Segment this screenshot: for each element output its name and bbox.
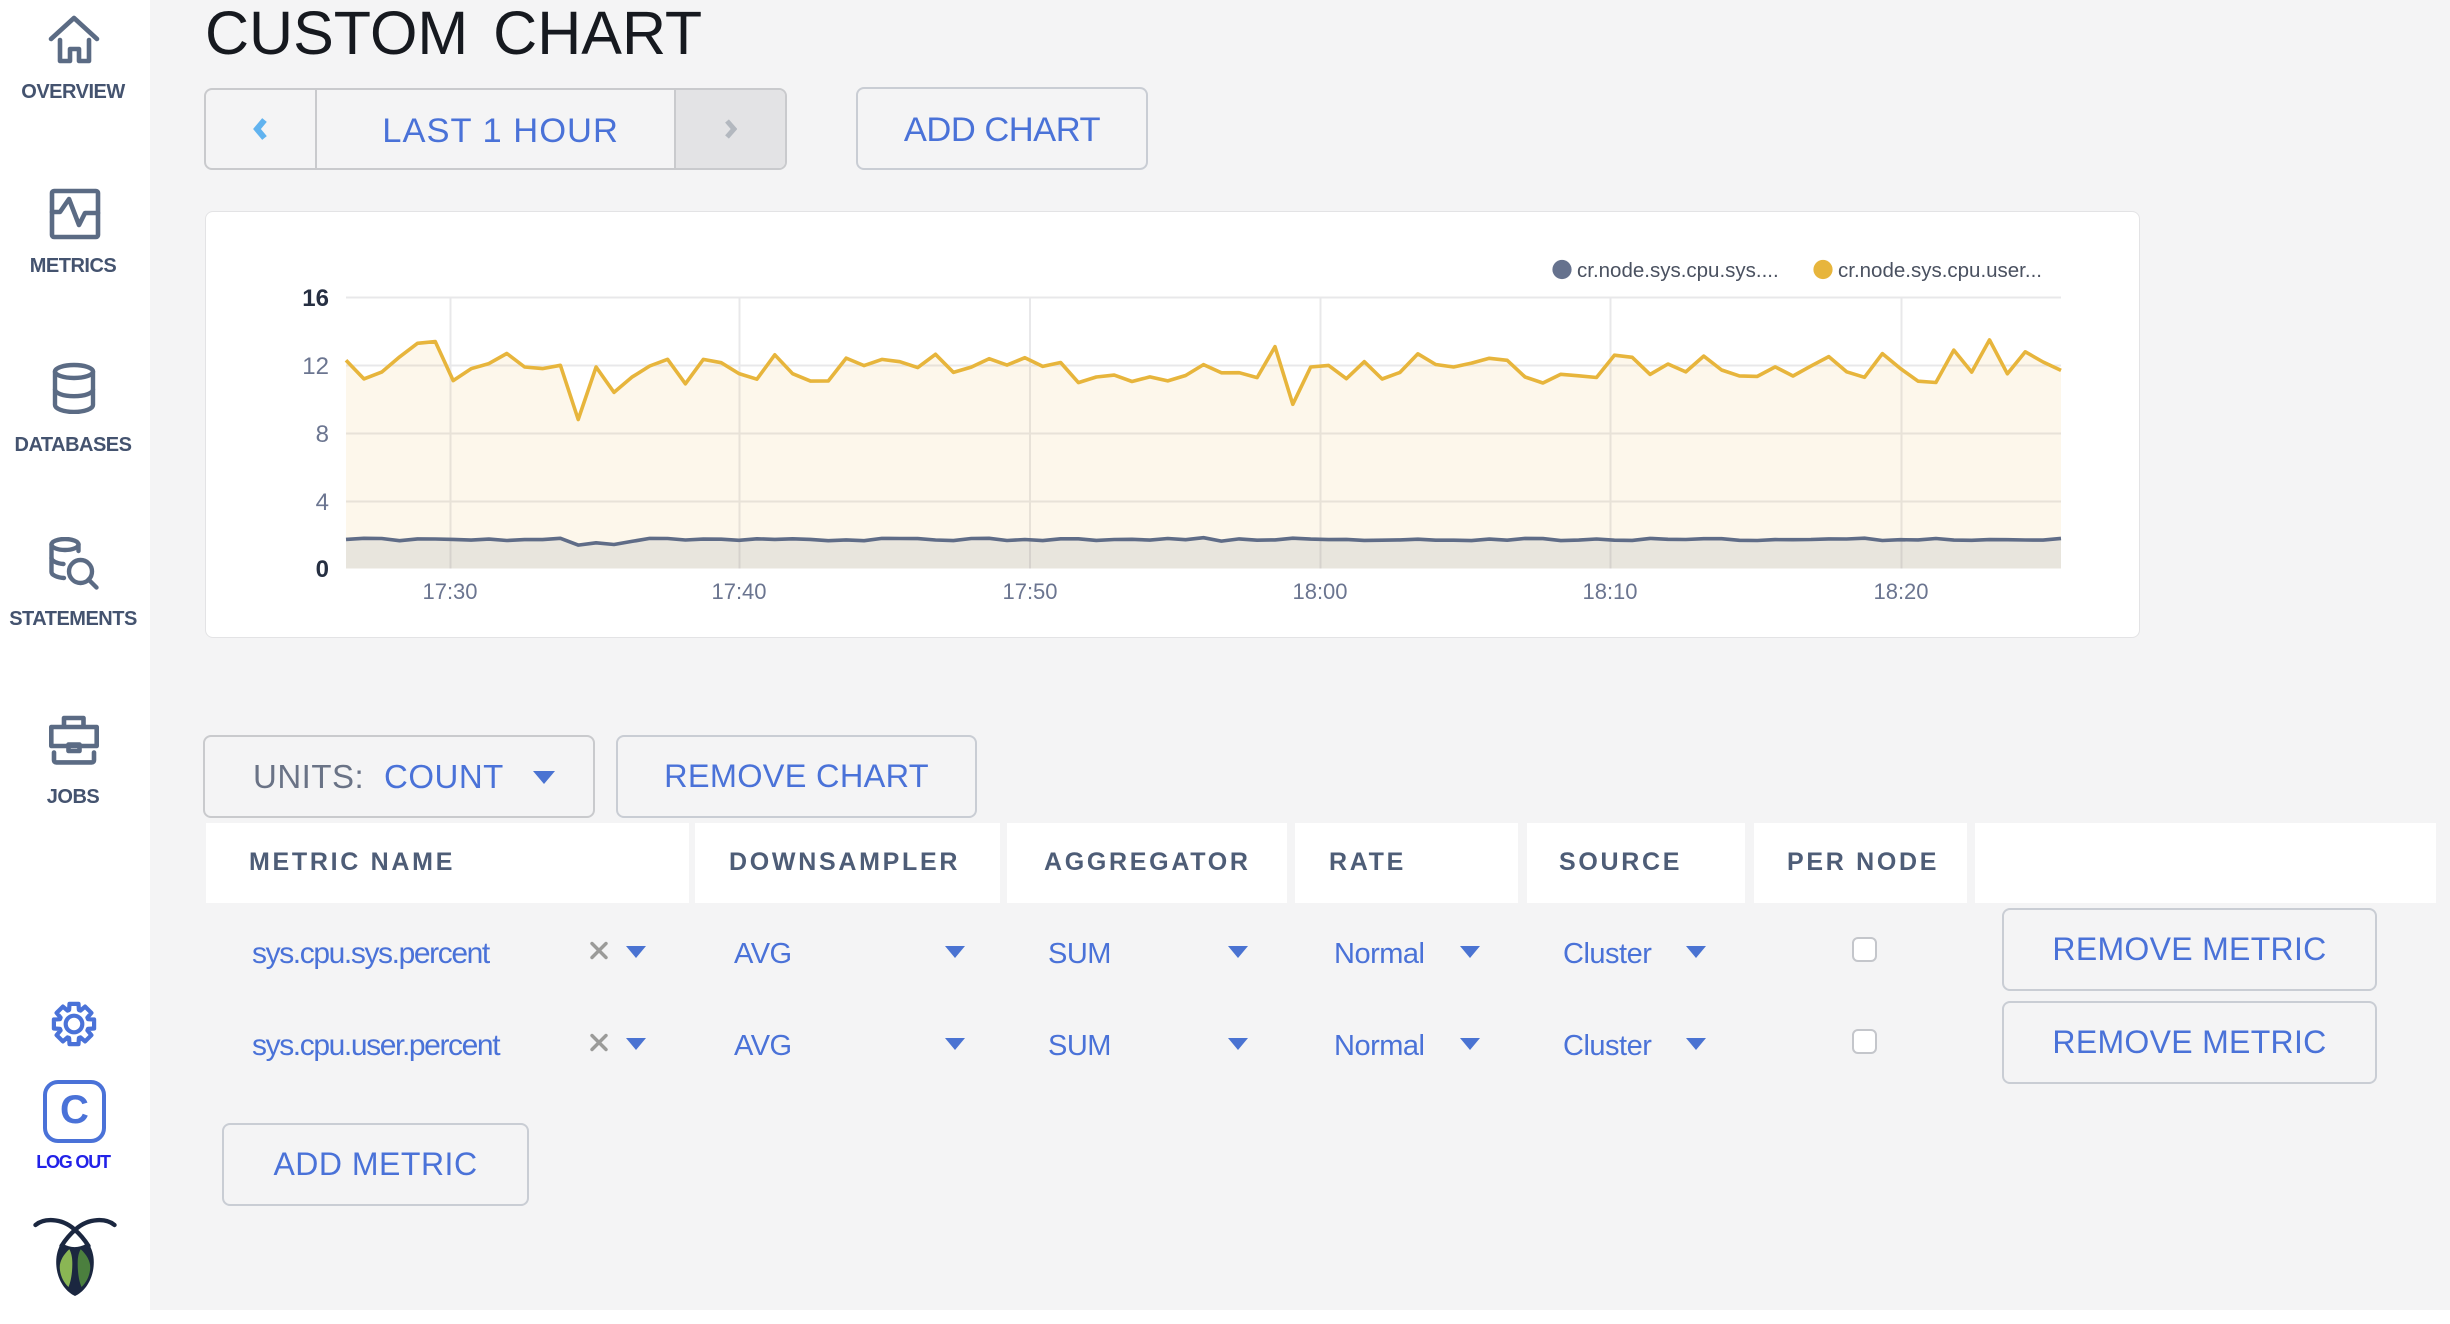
svg-text:18:20: 18:20 [1873,579,1928,604]
svg-text:0: 0 [316,556,329,583]
svg-text:17:30: 17:30 [422,579,477,604]
svg-text:cr.node.sys.cpu.sys....: cr.node.sys.cpu.sys.... [1577,259,1779,282]
svg-text:8: 8 [316,421,329,448]
svg-text:16: 16 [302,285,329,312]
svg-text:18:00: 18:00 [1292,579,1347,604]
svg-text:4: 4 [316,489,329,516]
svg-text:17:50: 17:50 [1002,579,1057,604]
svg-text:cr.node.sys.cpu.user...: cr.node.sys.cpu.user... [1838,259,2042,282]
svg-text:12: 12 [302,353,329,380]
svg-text:17:40: 17:40 [711,579,766,604]
svg-text:18:10: 18:10 [1582,579,1637,604]
